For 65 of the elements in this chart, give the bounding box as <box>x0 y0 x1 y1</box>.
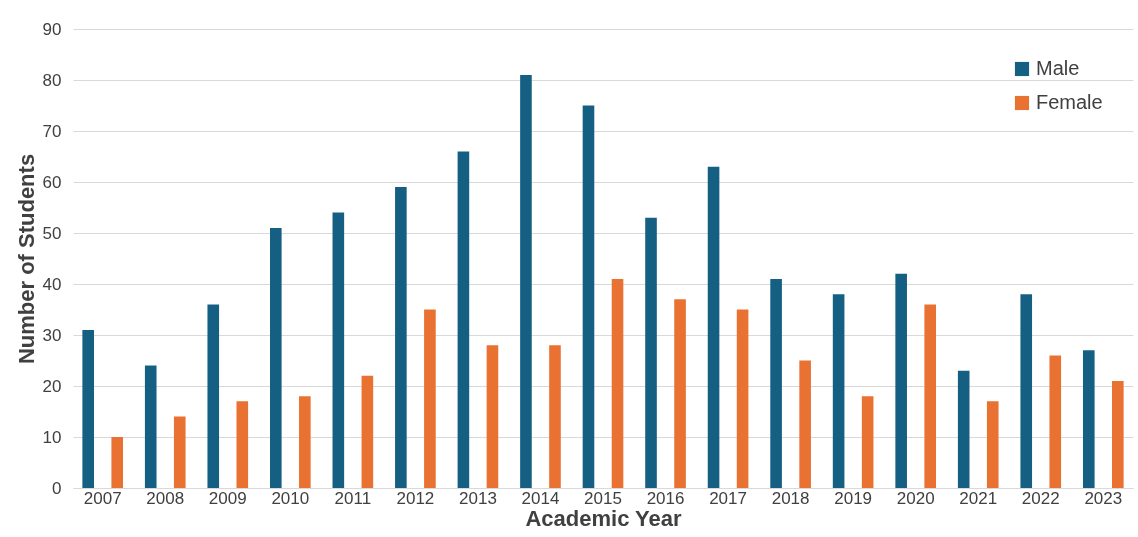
y-tick-label: 80 <box>42 70 62 90</box>
bar <box>1049 355 1062 488</box>
bar <box>736 309 749 488</box>
y-tick-label: 90 <box>42 19 62 39</box>
bar <box>82 329 94 488</box>
y-tick-label: 10 <box>42 427 62 447</box>
x-tick-label: 2017 <box>709 488 747 508</box>
x-tick-label: 2022 <box>1021 488 1060 508</box>
bar <box>611 278 624 488</box>
bar <box>861 396 874 488</box>
y-tick-label: 20 <box>42 376 62 396</box>
x-tick-label: 2013 <box>459 488 497 508</box>
x-tick-label: 2008 <box>146 488 185 508</box>
x-tick-label: 2020 <box>896 488 935 508</box>
bar <box>986 401 999 488</box>
bar <box>299 396 311 488</box>
bar <box>395 187 407 488</box>
x-tick-label: 2018 <box>771 488 810 508</box>
bar <box>207 304 220 488</box>
bar <box>582 105 595 488</box>
bar <box>144 365 157 488</box>
x-tick-label: 2014 <box>521 488 560 508</box>
bar <box>332 212 345 488</box>
bar <box>269 227 282 488</box>
x-tick-label: 2012 <box>396 488 435 508</box>
bar <box>799 360 811 488</box>
x-tick-label: 2009 <box>208 488 247 508</box>
bar <box>424 309 436 488</box>
bar <box>832 294 845 488</box>
bar <box>173 416 186 488</box>
y-tick-label: 40 <box>42 274 62 294</box>
y-tick-label: 50 <box>42 223 62 243</box>
bar <box>957 370 970 488</box>
bar <box>361 375 374 488</box>
bar <box>486 345 499 488</box>
bar <box>1082 350 1095 488</box>
x-tick-label: 2019 <box>834 488 873 508</box>
bar <box>924 304 937 488</box>
bar <box>549 345 561 488</box>
y-axis-title: Number of Students <box>13 153 39 365</box>
legend-label: Male <box>1036 57 1080 79</box>
bar <box>1020 294 1033 488</box>
y-tick-label: 30 <box>42 325 62 345</box>
x-tick-label: 2021 <box>959 488 998 508</box>
bar <box>520 74 532 488</box>
x-tick-label: 2016 <box>646 488 685 508</box>
bar <box>111 437 124 488</box>
bar <box>1112 380 1124 488</box>
y-tick-label: 60 <box>42 172 62 192</box>
bar <box>895 273 907 488</box>
x-tick-label: 2015 <box>584 488 622 508</box>
x-tick-label: 2007 <box>83 488 122 508</box>
bar <box>770 278 782 488</box>
x-tick-label: 2023 <box>1084 488 1123 508</box>
bar <box>645 217 657 488</box>
x-tick-label: 2010 <box>271 488 310 508</box>
x-tick-label: 2011 <box>334 488 372 508</box>
y-tick-label: 70 <box>42 121 62 141</box>
bar <box>236 401 249 488</box>
bar <box>457 151 470 488</box>
legend-label: Female <box>1036 91 1103 113</box>
bar <box>674 299 686 488</box>
bar <box>707 166 720 488</box>
y-tick-label: 0 <box>52 478 62 498</box>
x-axis-title: Academic Year <box>525 505 683 531</box>
